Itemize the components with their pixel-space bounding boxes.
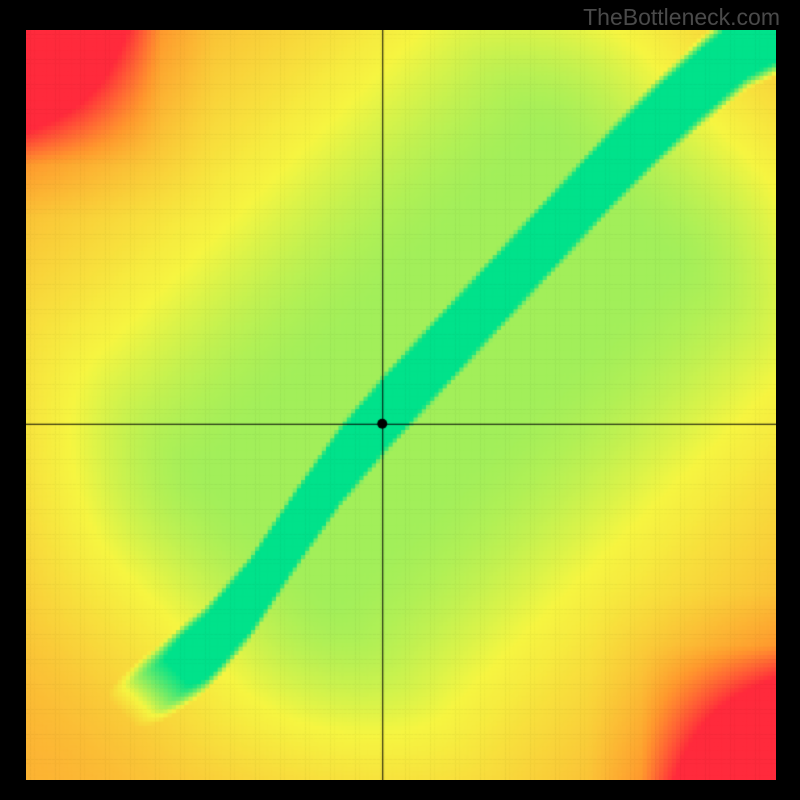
watermark-text: TheBottleneck.com (583, 4, 780, 31)
bottleneck-heatmap (26, 30, 776, 780)
chart-container: TheBottleneck.com (0, 0, 800, 800)
